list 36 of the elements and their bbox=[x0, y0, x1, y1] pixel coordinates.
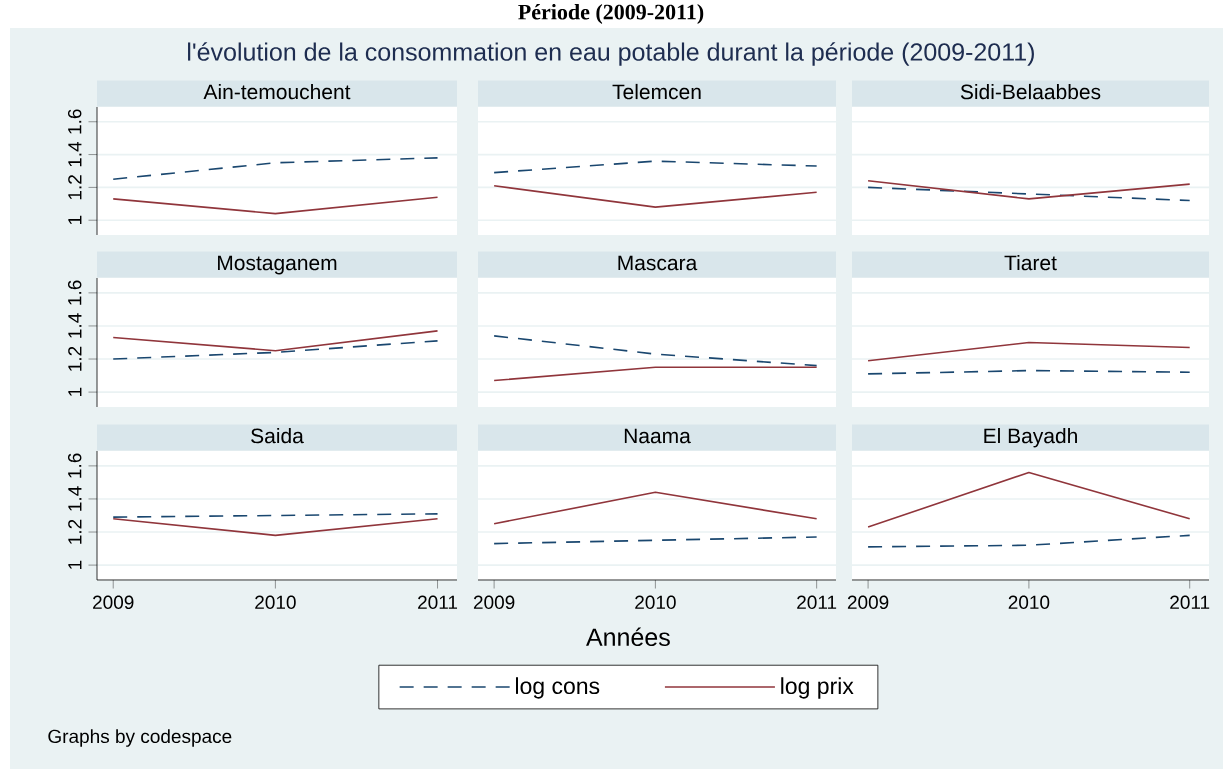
y-tick-label: 1.2 bbox=[68, 175, 82, 200]
chart-title: Ain-temouchent bbox=[203, 83, 351, 100]
chart-title: Mostaganem bbox=[218, 255, 337, 275]
y-tick-label: 1.6 bbox=[67, 109, 82, 134]
chart-title: Telemcen bbox=[612, 83, 701, 100]
x-tick-label: 2009 bbox=[93, 595, 134, 610]
chart-title: Naama bbox=[624, 428, 691, 444]
x-tick-label: 2010 bbox=[255, 595, 296, 610]
y-tick-label: 1.6 bbox=[67, 453, 82, 478]
y-tick-label: 1 bbox=[68, 560, 82, 569]
y-tick-label: 1 bbox=[68, 215, 82, 225]
y-tick-label: 1.4 bbox=[68, 486, 82, 511]
chart-title: Tiaret bbox=[1004, 254, 1057, 271]
x-tick-label: 2010 bbox=[1008, 595, 1050, 610]
x-tick-label: 2011 bbox=[1170, 595, 1210, 610]
y-tick-label: 1.2 bbox=[68, 346, 82, 371]
legend-label: log cons bbox=[515, 677, 600, 699]
text: Période (2009-2011) bbox=[518, 4, 704, 24]
x-tick-label: 2011 bbox=[418, 595, 458, 610]
y-tick-label: 1.6 bbox=[67, 280, 82, 305]
text: Graphs by codespace bbox=[48, 729, 232, 747]
legend-label: log prix bbox=[781, 677, 854, 699]
chart-title: Saida bbox=[251, 427, 304, 444]
x-tick-label: 2011 bbox=[797, 595, 837, 610]
chart-title: Sidi-Belaabbes bbox=[960, 83, 1101, 100]
y-tick-label: 1 bbox=[68, 387, 82, 396]
y-tick-label: 1.4 bbox=[68, 141, 82, 167]
y-tick-label: 1.2 bbox=[68, 519, 82, 544]
chart-title: Mascara bbox=[618, 255, 698, 271]
x-axis-title: Années bbox=[586, 627, 670, 647]
chart-title: El Bayadh bbox=[984, 427, 1077, 448]
x-tick-label: 2010 bbox=[635, 595, 676, 610]
x-tick-label: 2009 bbox=[847, 595, 889, 610]
x-tick-label: 2009 bbox=[473, 595, 515, 610]
text: l'évolution de la consommation en eau potable durant la période (2009-2011) bbox=[188, 42, 1034, 66]
y-tick-label: 1.4 bbox=[68, 313, 82, 338]
